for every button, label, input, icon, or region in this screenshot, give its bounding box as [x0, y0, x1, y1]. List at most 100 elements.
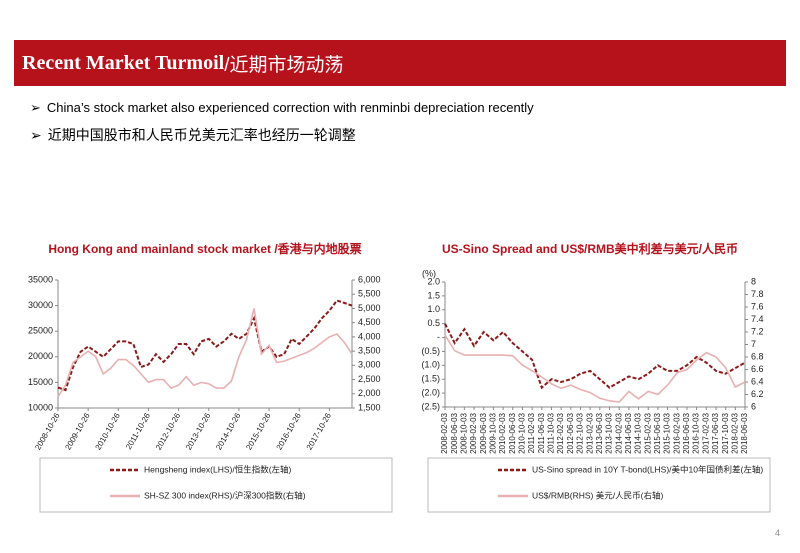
x-tick-label: 2016-02-03: [672, 412, 681, 453]
legend-label: SH-SZ 300 index(RHS)/沪深300指数(右轴): [144, 490, 306, 500]
x-tick-label: 2012-06-03: [566, 412, 575, 453]
x-tick-label: 2015-06-03: [653, 412, 662, 453]
x-tick-label: 2016-06-03: [682, 412, 691, 453]
legend-box: [39, 457, 393, 513]
legend-label: Hengsheng index(LHS)/恒生指数(左轴): [144, 464, 292, 474]
y-tick-label: 1.0: [427, 304, 440, 314]
y2-tick-label: 2,500: [358, 374, 381, 384]
x-tick-label: 2010-02-03: [498, 412, 507, 453]
x-tick-label: 2016-10-26: [275, 411, 304, 451]
title-cn: /近期市场动荡: [224, 54, 344, 76]
x-tick-label: 2011-10-03: [547, 412, 556, 453]
y2-tick-label: 3,000: [358, 360, 381, 370]
x-tick-label: 2011-02-03: [527, 412, 536, 453]
legend-box: [427, 457, 771, 513]
x-tick-label: 2014-10-26: [214, 411, 243, 451]
y2-tick-label: 6.2: [751, 389, 764, 399]
x-tick-label: 2010-10-26: [94, 411, 123, 451]
y2-tick-label: 1,500: [358, 402, 381, 412]
series-line: [57, 308, 353, 398]
x-tick-label: 2017-06-03: [711, 412, 720, 453]
x-tick-label: 2014-06-03: [624, 412, 633, 453]
x-tick-label: 2018-02-03: [730, 412, 739, 453]
x-tick-label: 2014-02-03: [614, 412, 623, 453]
x-tick-label: 2010-10-03: [518, 412, 527, 453]
x-tick-label: 2013-10-03: [605, 412, 614, 453]
y-tick-label: (2.5): [421, 401, 440, 411]
x-tick-label: 2009-06-03: [479, 412, 488, 453]
y2-tick-label: 5,500: [358, 289, 381, 299]
y2-tick-label: 6.8: [751, 351, 764, 361]
y2-tick-label: 4,000: [358, 331, 381, 341]
y-tick-label: (0.5): [421, 346, 440, 356]
bullet: China’s stock market also experienced co…: [30, 100, 534, 116]
y-tick-label: 35000: [28, 274, 53, 284]
x-tick-label: 2012-10-26: [154, 411, 183, 451]
chart-title: US-Sino Spread and US$/RMB美中利差与美元/人民币: [442, 241, 738, 256]
x-tick-label: 2008-10-26: [33, 411, 62, 451]
x-tick-label: 2017-10-03: [721, 412, 730, 453]
series-line: [444, 323, 746, 390]
x-tick-label: 2009-10-03: [488, 412, 497, 453]
y-axis-label: (%): [422, 268, 436, 278]
y2-tick-label: 2,000: [358, 388, 381, 398]
x-tick-label: 2015-10-03: [663, 412, 672, 453]
y-tick-label: (2.0): [421, 387, 440, 397]
y2-tick-label: 7.2: [751, 326, 764, 336]
y2-tick-label: 6.6: [751, 364, 764, 374]
y2-tick-label: 6.4: [751, 376, 764, 386]
y2-tick-label: 5,000: [358, 303, 381, 313]
legend-label: US-Sino spread in 10Y T-bond(LHS)/美中10年国…: [532, 464, 763, 474]
x-tick-label: 2018-06-03: [740, 412, 749, 453]
x-tick-label: 2014-10-03: [634, 412, 643, 453]
chart-title: Hong Kong and mainland stock market /香港与…: [48, 241, 361, 256]
x-tick-label: 2017-10-26: [305, 411, 334, 451]
x-tick-label: 2013-06-03: [595, 412, 604, 453]
y2-tick-label: 3,500: [358, 345, 381, 355]
y2-tick-label: 7.4: [751, 314, 764, 324]
series-line: [57, 299, 353, 392]
y2-tick-label: 7: [751, 339, 756, 349]
x-tick-label: 2008-02-03: [440, 412, 449, 453]
y2-tick-label: 7.6: [751, 301, 764, 311]
legend-label: US$/RMB(RHS) 美元/人民币(右轴): [532, 490, 663, 500]
x-tick-label: 2012-10-03: [576, 412, 585, 453]
x-tick-label: 2017-02-03: [701, 412, 710, 453]
x-tick-label: 2009-10-26: [63, 411, 92, 451]
y-tick-label: 0.5: [427, 318, 440, 328]
y2-tick-label: 8: [751, 276, 756, 286]
y-tick-label: (1.5): [421, 374, 440, 384]
y-tick-label: 25000: [28, 326, 53, 336]
x-tick-label: 2013-02-03: [585, 412, 594, 453]
y2-tick-label: 6,000: [358, 274, 381, 284]
x-tick-label: 2015-10-26: [244, 411, 273, 451]
x-tick-label: 2009-02-03: [469, 412, 478, 453]
y-tick-label: 20000: [28, 351, 53, 361]
y2-tick-label: 6: [751, 401, 756, 411]
x-tick-label: 2012-02-03: [556, 412, 565, 453]
x-tick-label: 2016-10-03: [692, 412, 701, 453]
title-en: Recent Market Turmoil: [22, 51, 225, 74]
x-tick-label: 2010-06-03: [508, 412, 517, 453]
y-tick-label: 2.0: [427, 276, 440, 286]
y-tick-label: -: [437, 332, 440, 342]
y2-tick-label: 7.8: [751, 289, 764, 299]
x-tick-label: 2015-02-03: [643, 412, 652, 453]
x-tick-label: 2011-10-26: [124, 411, 152, 451]
x-tick-label: 2008-10-03: [459, 412, 468, 453]
y-tick-label: 30000: [28, 300, 53, 310]
series-line: [444, 334, 746, 403]
x-tick-label: 2013-10-26: [184, 411, 213, 451]
header: Recent Market Turmoil /近期市场动荡: [14, 40, 786, 86]
y-tick-label: 10000: [28, 402, 53, 412]
y-tick-label: 1.5: [427, 290, 440, 300]
bullet: 近期中国股市和人民币兑美元汇率也经历一轮调整: [30, 125, 356, 145]
y-tick-label: (1.0): [421, 360, 440, 370]
x-tick-label: 2008-06-03: [450, 412, 459, 453]
page-number: 4: [775, 528, 781, 538]
y-tick-label: 15000: [28, 377, 53, 387]
y2-tick-label: 4,500: [358, 317, 381, 327]
x-tick-label: 2011-06-03: [537, 412, 546, 453]
